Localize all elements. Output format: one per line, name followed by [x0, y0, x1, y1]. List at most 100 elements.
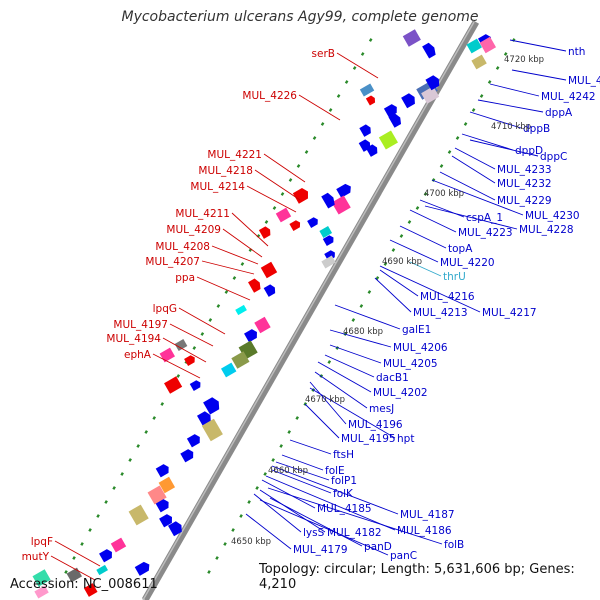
gene-feature-arrow [289, 220, 301, 231]
track-dot [296, 164, 301, 168]
gene-feature-box [201, 418, 223, 442]
gene-feature-box [479, 36, 497, 54]
gene-feature-box [466, 38, 482, 54]
genome-backbone [141, 20, 480, 600]
gene-label-right: dppA [545, 107, 573, 119]
kbp-label: 4690 kbp [382, 257, 422, 267]
track-dot [207, 570, 211, 574]
leader-line [389, 239, 439, 263]
track-dot [136, 444, 140, 448]
gene-label-right: hpt [397, 433, 414, 445]
leader-line [374, 277, 412, 313]
gene-label-right: MUL_4195 [341, 433, 396, 445]
track-dot [279, 444, 283, 448]
gene-label-right: dppC [540, 151, 567, 163]
track-dot [176, 374, 181, 378]
track-dot [255, 486, 259, 490]
track-dot [72, 556, 76, 560]
leader-line [324, 354, 375, 378]
track-dot [120, 472, 124, 476]
gene-label-right: folB [444, 539, 464, 551]
track-dot [328, 108, 333, 112]
leader-line [281, 454, 324, 471]
gene-feature-arrow [425, 75, 440, 91]
gene-label-left: mutY [22, 551, 50, 563]
leader-line [259, 489, 326, 533]
feature-group [32, 29, 497, 599]
track-dot [104, 500, 108, 504]
gene-label-left: MUL_4211 [175, 208, 230, 220]
gene-feature-box [319, 226, 333, 238]
gene-feature-arrow [322, 235, 334, 246]
leader-line [289, 439, 332, 455]
gene-label-right: MUL_4229 [497, 195, 552, 207]
gene-feature-arrow [292, 188, 308, 204]
leader-line [379, 269, 419, 297]
gene-feature-arrow [197, 411, 211, 427]
leader-line [196, 276, 251, 301]
gene-feature-arrow [168, 521, 182, 537]
track-dot [224, 290, 229, 294]
track-dot [344, 80, 349, 84]
gene-label-left: MUL_4221 [207, 149, 262, 161]
track-dot [327, 360, 332, 364]
leader-line [469, 139, 539, 157]
gene-label-right: MUL_4205 [383, 358, 438, 370]
track-dot [455, 136, 460, 140]
map-title: Mycobacterium ulcerans Agy99, complete g… [121, 9, 479, 25]
gene-feature-box [275, 207, 292, 223]
track-dot [360, 52, 365, 56]
gene-label-right: MUL_4213 [413, 307, 468, 319]
gene-label-right: MUL_4220 [440, 257, 495, 269]
gene-feature-box [158, 476, 176, 494]
leader-line [152, 353, 201, 379]
gene-label-right: mesJ [369, 403, 394, 415]
track-dot [295, 416, 300, 420]
gene-label-right: MUL_4230 [525, 210, 580, 222]
gene-feature-arrow [155, 464, 169, 478]
gene-feature-box [331, 195, 351, 215]
leader-line [399, 225, 447, 249]
gene-feature-box [66, 567, 82, 583]
track-dot [487, 80, 492, 84]
gene-label-right: MUL_4202 [373, 387, 428, 399]
leader-line [298, 94, 341, 121]
gene-label-right: folP1 [331, 475, 357, 487]
leader-line [271, 469, 332, 494]
gene-label-right: dacB1 [376, 372, 409, 384]
track-dot [263, 472, 267, 476]
leader-line [461, 133, 514, 151]
gene-feature-box [174, 339, 188, 351]
leader-line [509, 39, 567, 52]
gene-label-right: cspA_1 [466, 212, 503, 224]
track-dot [240, 262, 245, 266]
leader-line [246, 185, 297, 213]
track-dot [144, 430, 148, 434]
gene-feature-arrow [184, 355, 195, 366]
leader-line [511, 69, 567, 81]
leader-line [265, 475, 396, 531]
gene-feature-box [402, 29, 421, 47]
gene-feature-box [231, 351, 250, 369]
gene-label-right: panD [364, 541, 392, 553]
track-dot [152, 416, 157, 420]
gene-feature-box [34, 585, 49, 599]
track-dot [223, 542, 227, 546]
track-dot [304, 150, 309, 154]
leader-line [253, 493, 302, 533]
kbp-labels-group: 4720 kbp 4710 kbp 4700 kbp 4690 kbp 4680 kbp… [231, 55, 544, 547]
gene-feature-box [254, 316, 271, 334]
leader-line [261, 479, 316, 509]
leader-line [254, 169, 301, 201]
leader-line [222, 228, 263, 258]
gene-feature-box [110, 537, 127, 553]
track-dot [351, 318, 356, 322]
leader-line [469, 111, 522, 129]
track-dot [215, 556, 219, 560]
track-dot [447, 150, 452, 154]
gene-feature-arrow [365, 144, 378, 157]
gene-feature-arrow [244, 329, 257, 343]
gene-label-right: MUL_4186 [397, 525, 452, 537]
track-dot [471, 108, 476, 112]
